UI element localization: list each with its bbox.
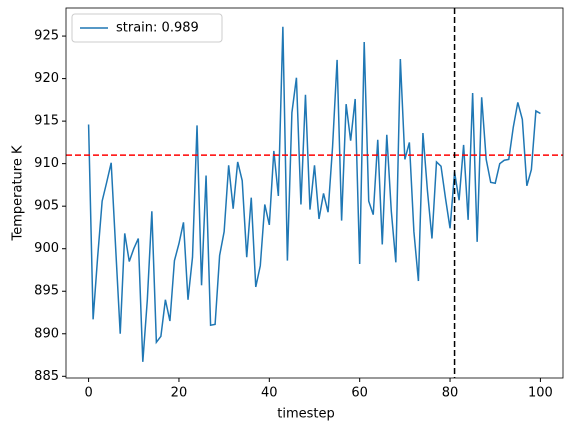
x-tick-label: 20: [171, 386, 188, 401]
y-axis-label: Temperature K: [11, 145, 26, 241]
legend-label: strain: 0.989: [116, 21, 199, 36]
x-tick-label: 0: [84, 386, 92, 401]
y-tick-label: 920: [34, 71, 59, 86]
x-tick-label: 80: [442, 386, 459, 401]
legend-box: [71, 13, 223, 43]
x-tick-label: 100: [528, 386, 553, 401]
line-series: [87, 26, 541, 362]
y-tick-label: 915: [34, 114, 59, 129]
y-tick-label: 885: [34, 369, 59, 384]
y-tick-label: 890: [34, 326, 59, 341]
y-tick-label: 900: [34, 241, 59, 256]
y-tick-label: 905: [34, 199, 59, 214]
plot-frame: [65, 7, 564, 379]
x-tick-label: 40: [261, 386, 278, 401]
x-axis-label: timestep: [277, 407, 335, 422]
y-tick-label: 895: [34, 284, 59, 299]
y-tick-label: 910: [34, 156, 59, 171]
y-tick-label: 925: [34, 29, 59, 44]
x-tick-label: 60: [351, 386, 368, 401]
